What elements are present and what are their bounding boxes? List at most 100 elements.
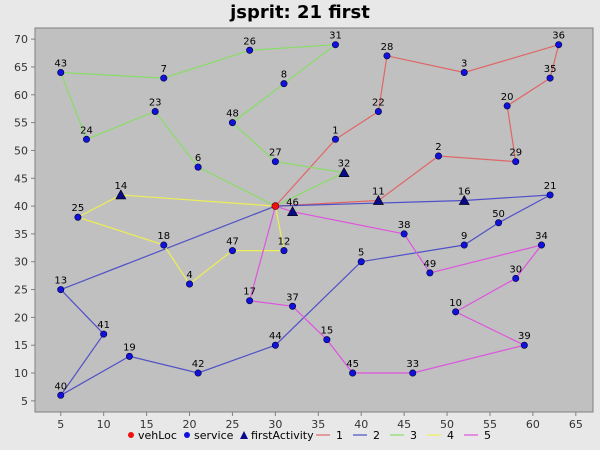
point-label: 12 [278,237,291,248]
service-point [409,369,417,377]
legend: vehLoc service firstActivity 1 2 3 4 5 [128,429,491,442]
point-label: 18 [157,231,170,242]
data-points: 1234567891011121314151617181920212223242… [54,31,565,399]
route-line-4 [76,194,285,285]
service-point [349,369,357,377]
legend-series-label: 2 [373,429,380,442]
point-label: 50 [492,209,505,220]
y-tick-label: 30 [14,256,28,269]
point-label: 39 [518,331,531,342]
legend-vehloc-marker [128,432,134,438]
y-tick-label: 40 [14,200,28,213]
service-point [57,69,65,77]
point-label: 14 [114,181,127,192]
service-point [125,352,133,360]
x-tick-label: 25 [225,418,239,431]
point-label: 29 [509,148,522,159]
x-tick-label: 10 [97,418,111,431]
point-label: 15 [321,326,334,337]
point-label: 46 [286,198,299,209]
x-tick-label: 20 [183,418,197,431]
first-activity-marker [287,206,299,216]
point-label: 25 [72,203,85,214]
service-point [271,341,279,349]
y-tick-label: 60 [14,89,28,102]
point-label: 20 [501,92,514,103]
service-point [546,74,554,82]
point-label: 3 [461,59,467,70]
point-label: 1 [332,125,338,136]
point-label: 17 [243,287,256,298]
service-point [546,191,554,199]
first-activity-marker [458,194,470,205]
point-label: 27 [269,148,282,159]
x-tick-label: 40 [354,418,368,431]
point-label: 28 [381,42,394,53]
point-label: 34 [535,231,548,242]
x-tick-label: 60 [526,418,540,431]
service-point [331,41,339,49]
first-activity-marker [372,194,384,205]
legend-series-label: 1 [336,429,343,442]
y-tick-label: 50 [14,144,28,157]
legend-series-label: 4 [447,429,454,442]
point-label: 37 [286,292,299,303]
service-point [57,391,65,399]
service-point [271,158,279,166]
service-point [512,158,520,166]
service-point [537,241,545,249]
point-label: 11 [372,187,385,198]
service-point [357,258,365,266]
y-tick-label: 20 [14,311,28,324]
legend-vehloc-label: vehLoc [138,429,177,442]
service-point [555,41,563,49]
x-tick-label: 50 [440,418,454,431]
service-point [228,119,236,127]
legend-first-activity-marker [240,431,248,439]
service-point [280,247,288,255]
point-label: 30 [509,264,522,275]
service-point [520,341,528,349]
service-point [512,274,520,282]
legend-first-activity-label: firstActivity [251,429,314,442]
service-point [503,102,511,110]
first-activity-marker [338,167,350,177]
legend-service-marker [184,432,190,438]
service-point [160,241,168,249]
point-label: 23 [149,97,162,108]
x-tick-label: 35 [311,418,325,431]
point-label: 44 [269,331,282,342]
service-point [289,302,297,310]
point-label: 49 [424,259,437,270]
x-tick-label: 30 [268,418,282,431]
service-point [246,46,254,54]
point-label: 16 [458,187,471,198]
x-tick-label: 5 [57,418,64,431]
point-label: 48 [226,109,239,120]
y-tick-label: 15 [14,339,28,352]
point-label: 47 [226,237,239,248]
service-point [57,286,65,294]
service-point [194,369,202,377]
point-label: 36 [552,31,565,42]
axis-ticks: 5 10 15 20 25 30 35 40 45 50 55 60 65510152025303540… [14,33,583,431]
y-tick-label: 70 [14,33,28,46]
service-point [383,52,391,60]
service-point [400,230,408,238]
service-point [374,107,382,115]
service-point [160,74,168,82]
chart-title: jsprit: 21 first [230,2,370,23]
first-activity-marker [115,189,127,200]
y-tick-label: 25 [14,284,28,297]
service-point [280,80,288,88]
point-label: 19 [123,342,136,353]
legend-series-label: 5 [484,429,491,442]
point-label: 31 [329,31,342,42]
point-label: 21 [544,181,557,192]
y-tick-label: 45 [14,172,28,185]
point-label: 10 [449,298,462,309]
depot-point [271,202,280,210]
point-label: 4 [186,270,192,281]
